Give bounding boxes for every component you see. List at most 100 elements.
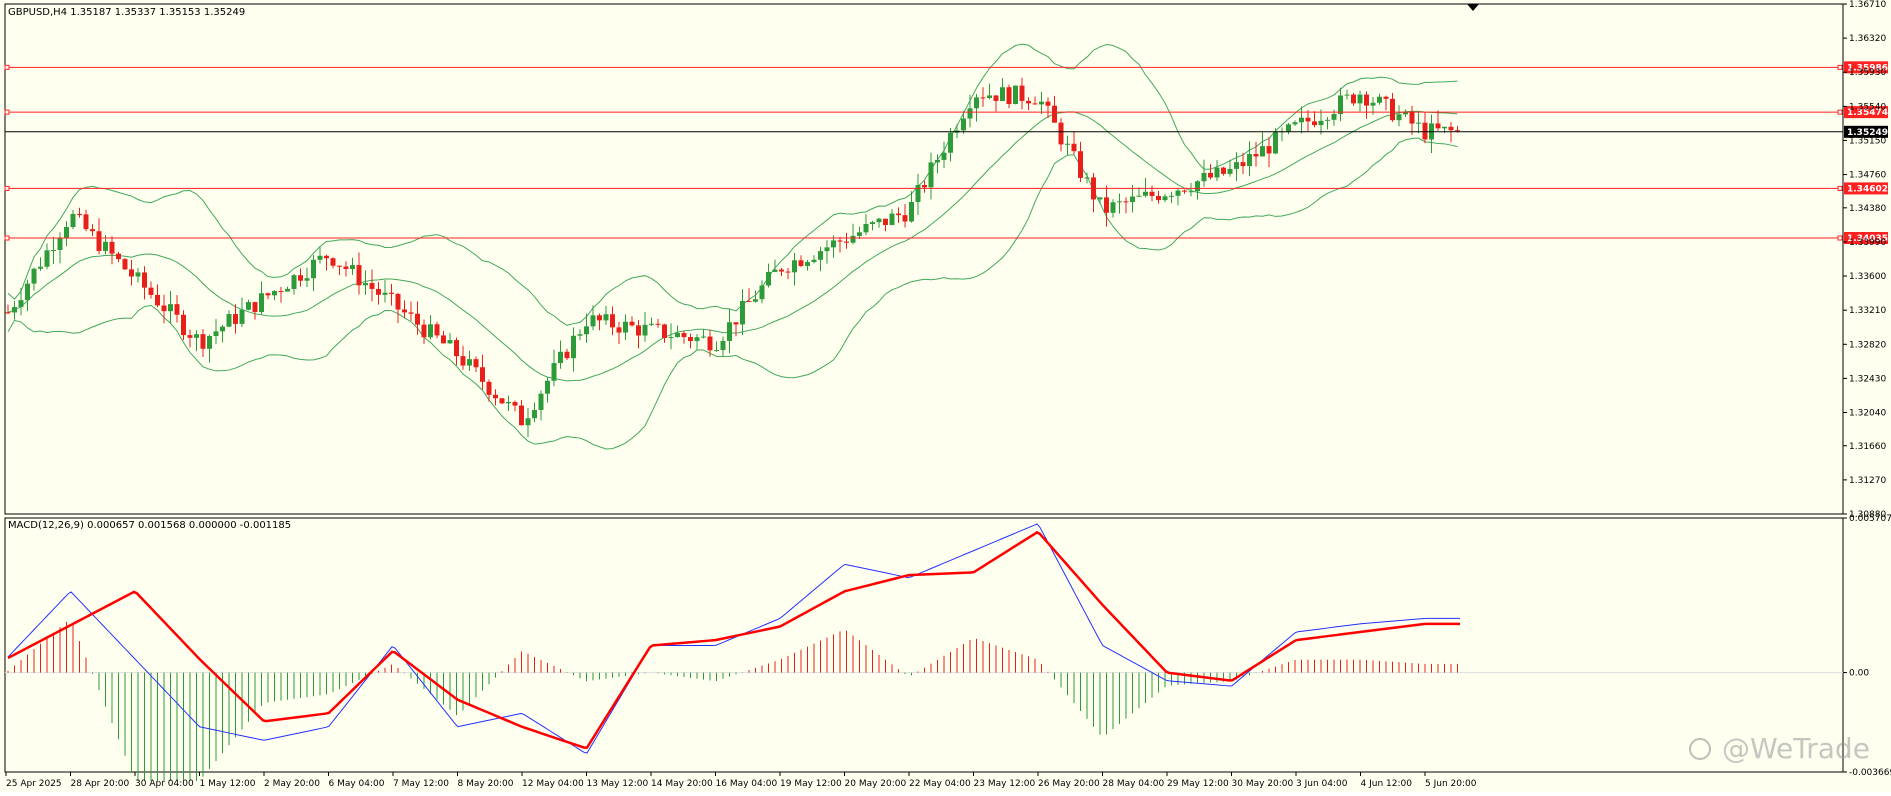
level-handle-left[interactable] bbox=[4, 109, 10, 115]
candle-body bbox=[122, 259, 128, 270]
price-panel-frame bbox=[4, 3, 1844, 515]
price-tick-label: 1.36320 bbox=[1849, 34, 1886, 44]
candle-body bbox=[1117, 201, 1122, 203]
level-handle-right[interactable] bbox=[1837, 235, 1843, 241]
price-tick-label: 1.33990 bbox=[1849, 238, 1886, 248]
candle-body bbox=[759, 285, 765, 300]
candle-body bbox=[558, 351, 563, 364]
shift-marker-icon[interactable] bbox=[1467, 4, 1479, 11]
level-handle-left[interactable] bbox=[4, 235, 10, 241]
time-tick-label: 16 May 04:00 bbox=[716, 779, 778, 789]
candle-body bbox=[831, 240, 836, 248]
candle-body bbox=[1188, 191, 1194, 193]
candle-body bbox=[655, 323, 661, 325]
candle-body bbox=[499, 398, 505, 404]
price-panel bbox=[4, 3, 1844, 515]
candle-body bbox=[389, 292, 394, 294]
candle-body bbox=[200, 334, 206, 349]
candle-body bbox=[649, 323, 654, 325]
macd-tick-label: 0.00 bbox=[1849, 669, 1869, 679]
level-handle-left[interactable] bbox=[4, 185, 10, 191]
candle-body bbox=[317, 255, 323, 260]
candle-body bbox=[1013, 85, 1018, 105]
candle-body bbox=[480, 367, 485, 382]
candle-body bbox=[876, 218, 882, 223]
candle-body bbox=[1045, 101, 1051, 106]
macd-header: MACD(12,26,9) 0.000657 0.001568 0.000000… bbox=[8, 520, 291, 531]
candle-body bbox=[824, 247, 830, 252]
candle-body bbox=[623, 321, 628, 333]
candle-body bbox=[259, 293, 264, 313]
time-tick-label: 28 Apr 20:00 bbox=[71, 779, 130, 789]
candle-body bbox=[31, 268, 37, 284]
candle-body bbox=[915, 185, 921, 203]
level-handle-left[interactable] bbox=[4, 64, 10, 70]
time-axis: 25 Apr 2025 28 Apr 20:00 30 Apr 04:00 1 May… bbox=[5, 772, 1477, 789]
candle-body bbox=[194, 334, 199, 338]
candle-body bbox=[402, 309, 407, 313]
candle-body bbox=[441, 335, 446, 344]
candle-body bbox=[746, 301, 752, 303]
time-tick-label: 7 May 12:00 bbox=[393, 779, 449, 789]
candle-body bbox=[1383, 96, 1389, 99]
candle-body bbox=[1318, 120, 1324, 126]
candle-body bbox=[291, 275, 297, 289]
candle-body bbox=[668, 337, 674, 339]
candle-body bbox=[103, 241, 108, 251]
level-handle-right[interactable] bbox=[1837, 185, 1843, 191]
candle-body bbox=[129, 269, 134, 277]
level-tag bbox=[1844, 182, 1888, 195]
candle-body bbox=[434, 324, 440, 336]
candle-body bbox=[330, 258, 336, 266]
candle-body bbox=[772, 269, 778, 272]
candle-body bbox=[493, 394, 498, 399]
level-tag bbox=[1844, 61, 1888, 74]
price-tick-label: 1.32820 bbox=[1849, 340, 1886, 350]
candle-body bbox=[532, 409, 537, 419]
candle-body bbox=[837, 240, 843, 242]
macd-indicator bbox=[5, 523, 1843, 781]
candle-body bbox=[720, 340, 726, 351]
candle-body bbox=[1110, 202, 1116, 213]
price-tick-label: 1.35540 bbox=[1849, 102, 1886, 112]
candle-body bbox=[935, 159, 940, 163]
horizontal-levels: 1.35986 1.35474 1.35249 1.34602 1.34035 bbox=[4, 61, 1888, 245]
candle-body bbox=[1104, 197, 1109, 213]
candle-body bbox=[408, 312, 414, 314]
candle-body bbox=[616, 327, 622, 333]
candle-body bbox=[382, 292, 388, 295]
candle-body bbox=[941, 152, 947, 160]
candle-body bbox=[181, 314, 186, 336]
price-header: GBPUSD,H4 1.35187 1.35337 1.35153 1.3524… bbox=[8, 7, 245, 18]
candle-body bbox=[1338, 95, 1343, 115]
time-tick-label: 13 May 12:00 bbox=[587, 779, 649, 789]
candle-body bbox=[727, 322, 732, 341]
time-tick-label: 3 Jun 04:00 bbox=[1296, 779, 1348, 789]
candle-body bbox=[467, 359, 472, 366]
candle-body bbox=[675, 333, 680, 338]
time-tick-label: 30 May 20:00 bbox=[1232, 779, 1294, 789]
candle-body bbox=[285, 288, 290, 292]
candle-body bbox=[902, 215, 908, 222]
candle-body bbox=[473, 359, 479, 368]
candle-body bbox=[779, 269, 784, 272]
time-tick-label: 1 May 12:00 bbox=[200, 779, 256, 789]
price-tick-label: 1.31660 bbox=[1849, 442, 1886, 452]
candle-body bbox=[1299, 117, 1304, 123]
level-handle-right[interactable] bbox=[1837, 109, 1843, 115]
candle-body bbox=[1253, 154, 1259, 157]
time-tick-label: 26 May 20:00 bbox=[1038, 779, 1100, 789]
macd-tick-label: 0.005707 bbox=[1849, 514, 1891, 524]
candle-body bbox=[1214, 167, 1220, 178]
time-tick-label: 5 Jun 20:00 bbox=[1425, 779, 1477, 789]
candle-body bbox=[376, 288, 381, 295]
level-tag bbox=[1844, 125, 1888, 138]
candle-body bbox=[974, 97, 979, 109]
candle-body bbox=[1026, 100, 1031, 104]
candle-body bbox=[694, 337, 700, 342]
level-handle-right[interactable] bbox=[1837, 64, 1843, 70]
candle-body bbox=[148, 287, 154, 295]
candle-body bbox=[792, 260, 797, 273]
candle-body bbox=[135, 272, 141, 277]
candle-body bbox=[857, 232, 862, 236]
